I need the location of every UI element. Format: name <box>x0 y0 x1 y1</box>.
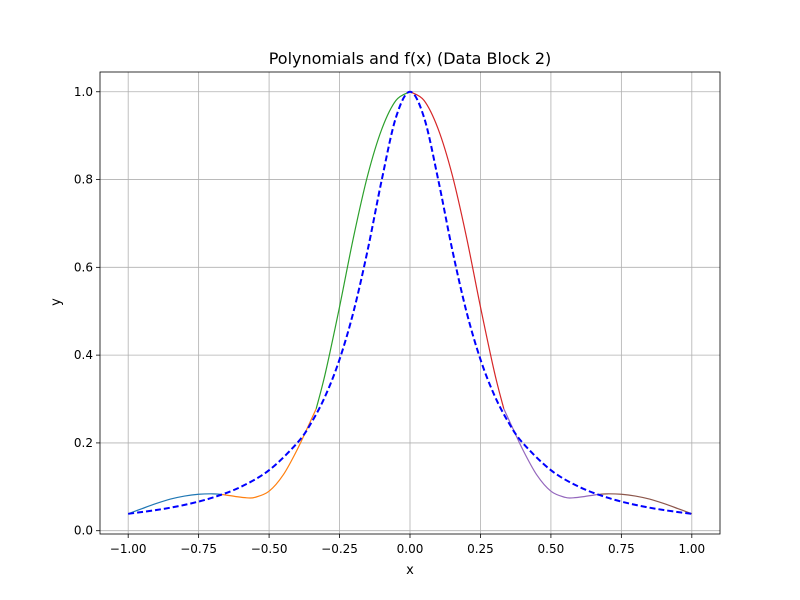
x-tick-label: −0.25 <box>321 542 358 556</box>
y-tick-label: 0.2 <box>74 436 93 450</box>
series-line-fx-dashed <box>128 90 692 515</box>
series-line-3 <box>315 91 411 410</box>
x-tick-label: −1.00 <box>110 542 147 556</box>
x-tick-label: 0.75 <box>608 542 635 556</box>
y-tick-label: 1.0 <box>74 85 93 99</box>
y-tick-label: 0.4 <box>74 348 93 362</box>
axis-layer: −1.00 −0.75 −0.50 −0.25 0.00 0.25 0.50 0.75 1.00… <box>74 85 705 556</box>
series-line-1 <box>127 493 223 515</box>
y-tick-label: 0.0 <box>74 524 93 538</box>
chart-title: Polynomials and f(x) (Data Block 2) <box>269 49 552 68</box>
series-layer <box>127 90 693 515</box>
plot-frame <box>99 71 721 535</box>
series-line-4 <box>409 91 505 410</box>
x-tick-label: 0.50 <box>538 542 565 556</box>
x-tick-label: 1.00 <box>678 542 705 556</box>
y-axis-label: y <box>49 298 64 306</box>
x-tick-label: 0.00 <box>397 542 424 556</box>
y-tick-label: 0.6 <box>74 260 93 274</box>
x-tick-label: 0.25 <box>467 542 494 556</box>
y-tick-label: 0.8 <box>74 173 93 187</box>
x-axis-label: x <box>406 563 414 578</box>
x-tick-label: −0.50 <box>251 542 288 556</box>
x-tick-label: −0.75 <box>180 542 217 556</box>
series-line-6 <box>597 493 693 515</box>
